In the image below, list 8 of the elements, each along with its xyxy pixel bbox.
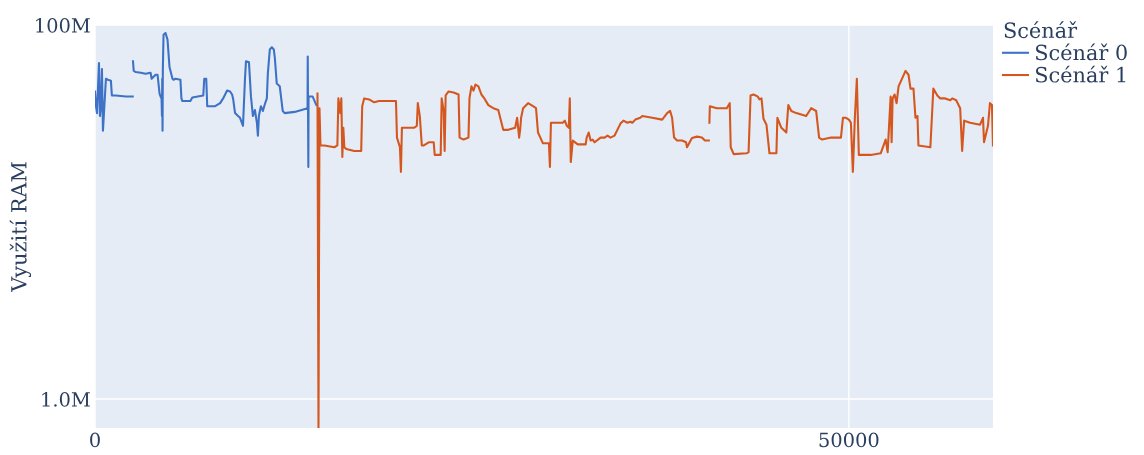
x-tick-label: 50000 — [819, 432, 879, 448]
legend-label: Scénář 1 — [1036, 65, 1126, 83]
y-axis-title: Využití RAM — [9, 162, 32, 293]
legend-title: Scénář — [1004, 21, 1078, 39]
y-tick-label: 100M — [36, 17, 90, 33]
legend-label: Scénář 0 — [1036, 43, 1127, 61]
y-tick-label: 1.0M — [42, 391, 90, 407]
x-tick-label: 0 — [90, 432, 100, 448]
